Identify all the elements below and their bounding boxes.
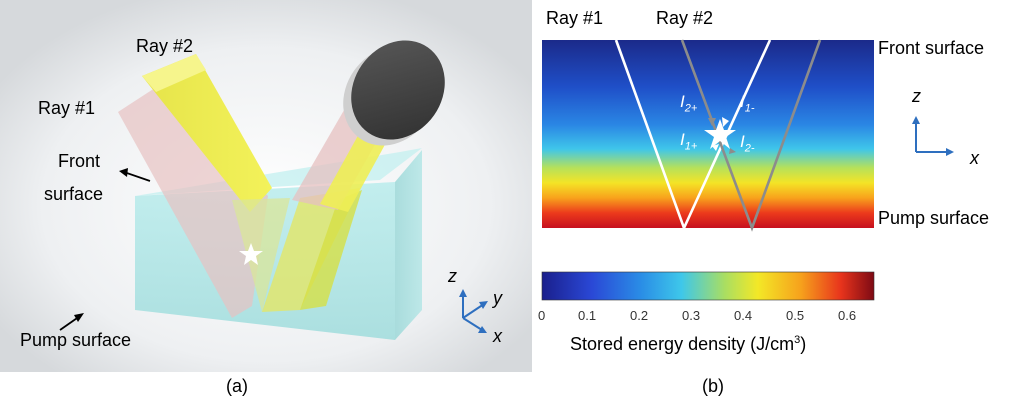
crystal-side-face [395, 150, 422, 340]
i1minus-label: I1- [740, 92, 755, 115]
front-surface-arrowhead [119, 168, 128, 177]
energy-density-field [542, 40, 874, 228]
ray1-label: Ray #1 [38, 98, 96, 118]
ray2-beam-incoming [142, 54, 272, 212]
colorbar-tick: 0.1 [578, 308, 597, 323]
xyz-axis-triad [459, 289, 488, 333]
front-surface-label: Front surface [878, 38, 985, 58]
ray2-label: Ray #2 [656, 8, 714, 28]
front-label-line1: Front [58, 151, 101, 171]
pump-surface-label: Pump surface [878, 208, 990, 228]
ray1-beam [118, 86, 268, 318]
xz-axis-pair [912, 116, 954, 156]
ray2-label: Ray #2 [136, 36, 194, 56]
i2plus-label: I2+ [680, 92, 698, 115]
axis-x-label: x [493, 326, 502, 346]
ray1-label: Ray #1 [546, 8, 604, 28]
pump-surface-label: Pump surface [20, 330, 132, 350]
colorbar-tick: 0 [538, 308, 546, 323]
front-surface-pointer [123, 171, 151, 182]
caption-b: (b) [702, 376, 724, 396]
colorbar-tick: 0.3 [682, 308, 701, 323]
front-label-line2: surface [44, 184, 104, 204]
colorbar-tick: 0.2 [630, 308, 649, 323]
crystal-3d-illustration [0, 0, 532, 372]
colorbar [541, 271, 875, 301]
colorbar-tick: 0.4 [734, 308, 753, 323]
i2minus-arrowhead [729, 148, 736, 154]
panel-a: Ray #2 Ray #1 Front surface Pump surface… [0, 0, 532, 396]
axis-x-label: x [970, 148, 979, 168]
v-reflection-edge [300, 190, 362, 310]
v-reflection-left [232, 198, 290, 312]
ray1-path [614, 39, 772, 232]
intersection-star-icon [704, 119, 736, 149]
i2plus-arrowhead [708, 118, 716, 126]
disk-face [351, 40, 445, 140]
ray2-beam-cap [142, 54, 206, 92]
i1minus-arrowhead [722, 117, 729, 127]
colorbar-tick: 0.6 [838, 308, 857, 323]
axis-z-label: z [912, 86, 921, 106]
caption-a: (a) [226, 376, 248, 396]
panel-b: Ray #1 Ray #2 Front surface Pump surface… [532, 0, 1024, 396]
pump-surface-arrowhead [74, 313, 84, 322]
colorbar-label: Stored energy density (J/cm3) [570, 334, 807, 354]
colorbar-tick: 0.5 [786, 308, 805, 323]
axis-y-label: y [493, 288, 502, 308]
intersection-star-icon [239, 243, 263, 265]
i1plus-label: I1+ [680, 130, 698, 153]
ray2-path [680, 39, 822, 232]
axis-z-label: z [448, 266, 457, 286]
i2minus-label: I2- [740, 132, 755, 155]
energy-density-cross-section [541, 39, 954, 301]
